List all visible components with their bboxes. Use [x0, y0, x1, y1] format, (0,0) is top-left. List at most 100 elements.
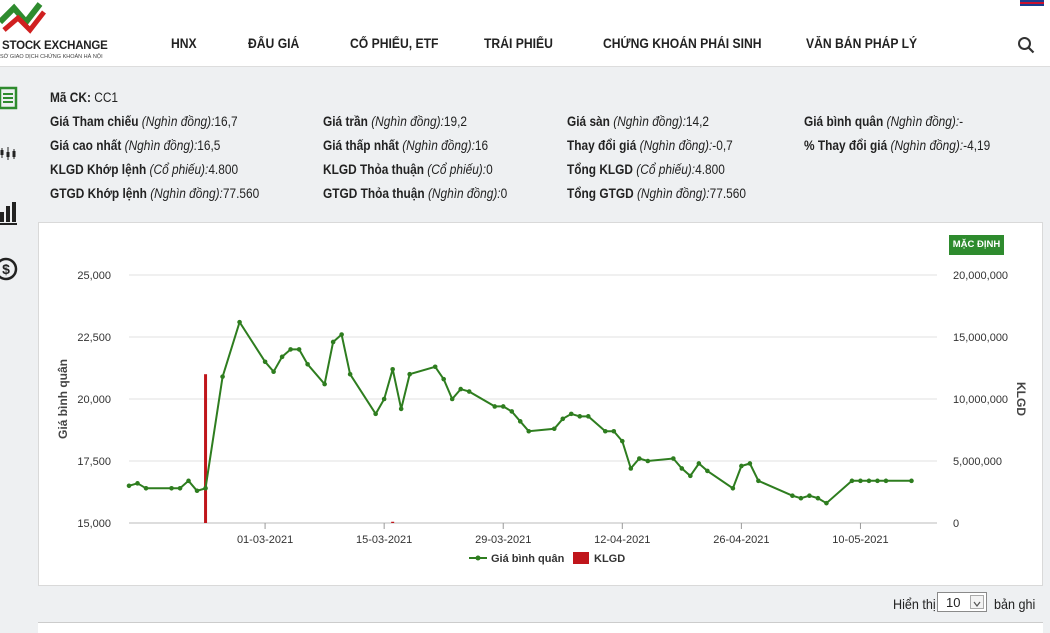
y-tick-label: 20,000 [77, 394, 111, 406]
nav-item-dau-gia[interactable]: ĐẤU GIÁ [248, 36, 300, 51]
legend-point-marker [475, 555, 481, 561]
language-flag-icon[interactable] [1020, 0, 1044, 6]
info-field: Giá cao nhất (Nghìn đồng):16,5 [50, 138, 221, 153]
price-point [858, 478, 863, 484]
price-point [705, 468, 710, 474]
price-point [381, 396, 387, 402]
price-point [135, 481, 140, 486]
y-tick-label: 15,000 [77, 518, 111, 530]
price-point [194, 488, 200, 494]
price-point [330, 339, 336, 345]
rows-per-page-select[interactable]: 10 [937, 592, 987, 612]
price-point [262, 359, 268, 365]
price-point [526, 428, 532, 434]
default-view-button[interactable]: MẶC ĐỊNH [949, 235, 1004, 255]
price-point [585, 414, 591, 419]
price-point [186, 478, 191, 484]
price-point [824, 500, 829, 506]
x-tick-label: 01-03-2021 [237, 534, 293, 546]
price-point [237, 319, 242, 325]
price-point [449, 396, 455, 402]
x-tick-label: 12-04-2021 [594, 534, 650, 546]
price-point [790, 493, 795, 499]
price-point [747, 461, 753, 466]
price-point [688, 473, 693, 479]
price-point [509, 409, 515, 414]
price-point [271, 369, 276, 375]
price-point [739, 463, 744, 469]
price-point [407, 371, 412, 377]
bar-chart-icon[interactable] [0, 200, 20, 226]
nav-item-co-phieu-etf[interactable]: CỔ PHIẾU, ETF [350, 36, 439, 51]
search-icon[interactable] [1017, 36, 1035, 54]
price-point [373, 411, 378, 417]
logo-subtitle: SỞ GIAO DỊCH CHỨNG KHOÁN HÀ NỘI [0, 54, 103, 60]
price-point [177, 485, 183, 491]
info-field: Giá Tham chiếu (Nghìn đồng):16,7 [50, 114, 238, 129]
price-point [875, 478, 880, 484]
price-point [126, 483, 132, 489]
nav-item-trai-phieu[interactable]: TRÁI PHIẾU [484, 36, 553, 51]
price-point [203, 485, 208, 491]
y2-tick-label: 0 [953, 518, 959, 530]
price-point [866, 478, 872, 484]
info-field: Tổng KLGD (Cổ phiếu):4.800 [567, 162, 725, 177]
chevron-down-icon[interactable] [970, 595, 984, 609]
legend-label: KLGD [594, 553, 625, 565]
price-point [849, 478, 855, 484]
price-point [390, 366, 395, 372]
y-tick-label: 17,500 [77, 456, 111, 468]
info-field: % Thay đổi giá (Nghìn đồng):-4,19 [804, 138, 991, 153]
info-field: KLGD Khớp lệnh (Cổ phiếu):4.800 [50, 162, 239, 177]
nav-item-hnx[interactable]: HNX [171, 36, 197, 51]
logo-title: STOCK EXCHANGE [2, 40, 108, 52]
chart-card: MẶC ĐỊNH 25,000 22,500 20,000 17,500 15,000 2… [38, 222, 1043, 586]
rows-per-page-suffix: bản ghi [994, 596, 1036, 612]
candlestick-icon[interactable] [0, 146, 20, 162]
price-point [169, 485, 174, 491]
price-point [730, 485, 736, 491]
price-point [568, 411, 574, 417]
price-point [577, 414, 583, 419]
top-bar: STOCK EXCHANGE SỞ GIAO DỊCH CHỨNG KHOÁN … [0, 0, 1050, 67]
price-point [466, 389, 472, 394]
chart-legend: Giá bình quân KLGD [469, 552, 625, 565]
y-tick-label: 22,500 [77, 332, 111, 344]
price-point [500, 404, 506, 409]
price-point [551, 426, 557, 432]
logo-mark-icon [0, 2, 46, 34]
dollar-icon[interactable]: $ [0, 256, 20, 284]
price-point [671, 456, 676, 461]
nav-item-van-ban-phap-ly[interactable]: VĂN BẢN PHÁP LÝ [806, 36, 918, 51]
list-icon[interactable] [0, 86, 20, 112]
x-tick-label: 26-04-2021 [713, 534, 769, 546]
y-tick-label: 25,000 [77, 270, 111, 282]
main-content: Mã CK: CC1 Giá Tham chiếu (Nghìn đồng):1… [38, 66, 1043, 633]
info-field: GTGD Khớp lệnh (Nghìn đồng):77.560 [50, 186, 260, 201]
sidebar: $ [0, 66, 38, 630]
price-point [602, 428, 608, 434]
price-point [296, 347, 302, 352]
price-point [620, 438, 625, 444]
price-point [637, 456, 642, 461]
price-point [305, 361, 310, 367]
info-field: KLGD Thỏa thuận (Cổ phiếu):0 [323, 162, 493, 177]
price-point [756, 478, 761, 484]
stock-code: Mã CK: CC1 [50, 90, 119, 105]
logo[interactable]: STOCK EXCHANGE SỞ GIAO DỊCH CHỨNG KHOÁN … [0, 0, 110, 66]
price-point [441, 376, 446, 382]
info-field: Giá thấp nhất (Nghìn đồng):16 [323, 138, 489, 153]
x-tick-label: 15-03-2021 [356, 534, 412, 546]
price-point [815, 495, 821, 501]
stock-info-panel: Mã CK: CC1 Giá Tham chiếu (Nghìn đồng):1… [38, 80, 1043, 220]
info-field: Tổng GTGD (Nghìn đồng):77.560 [567, 186, 746, 201]
info-field: Thay đổi giá (Nghìn đồng):-0,7 [567, 138, 733, 153]
price-point [645, 458, 651, 464]
volume-bar [391, 521, 395, 523]
nav-item-chung-khoan-phai-sinh[interactable]: CHỨNG KHOÁN PHÁI SINH [603, 36, 762, 51]
info-field: Giá trần (Nghìn đồng):19,2 [323, 114, 467, 129]
price-point [696, 461, 702, 466]
price-point [339, 332, 344, 337]
y2-axis-title: KLGD [1014, 382, 1028, 416]
x-tick-label: 10-05-2021 [832, 534, 888, 546]
